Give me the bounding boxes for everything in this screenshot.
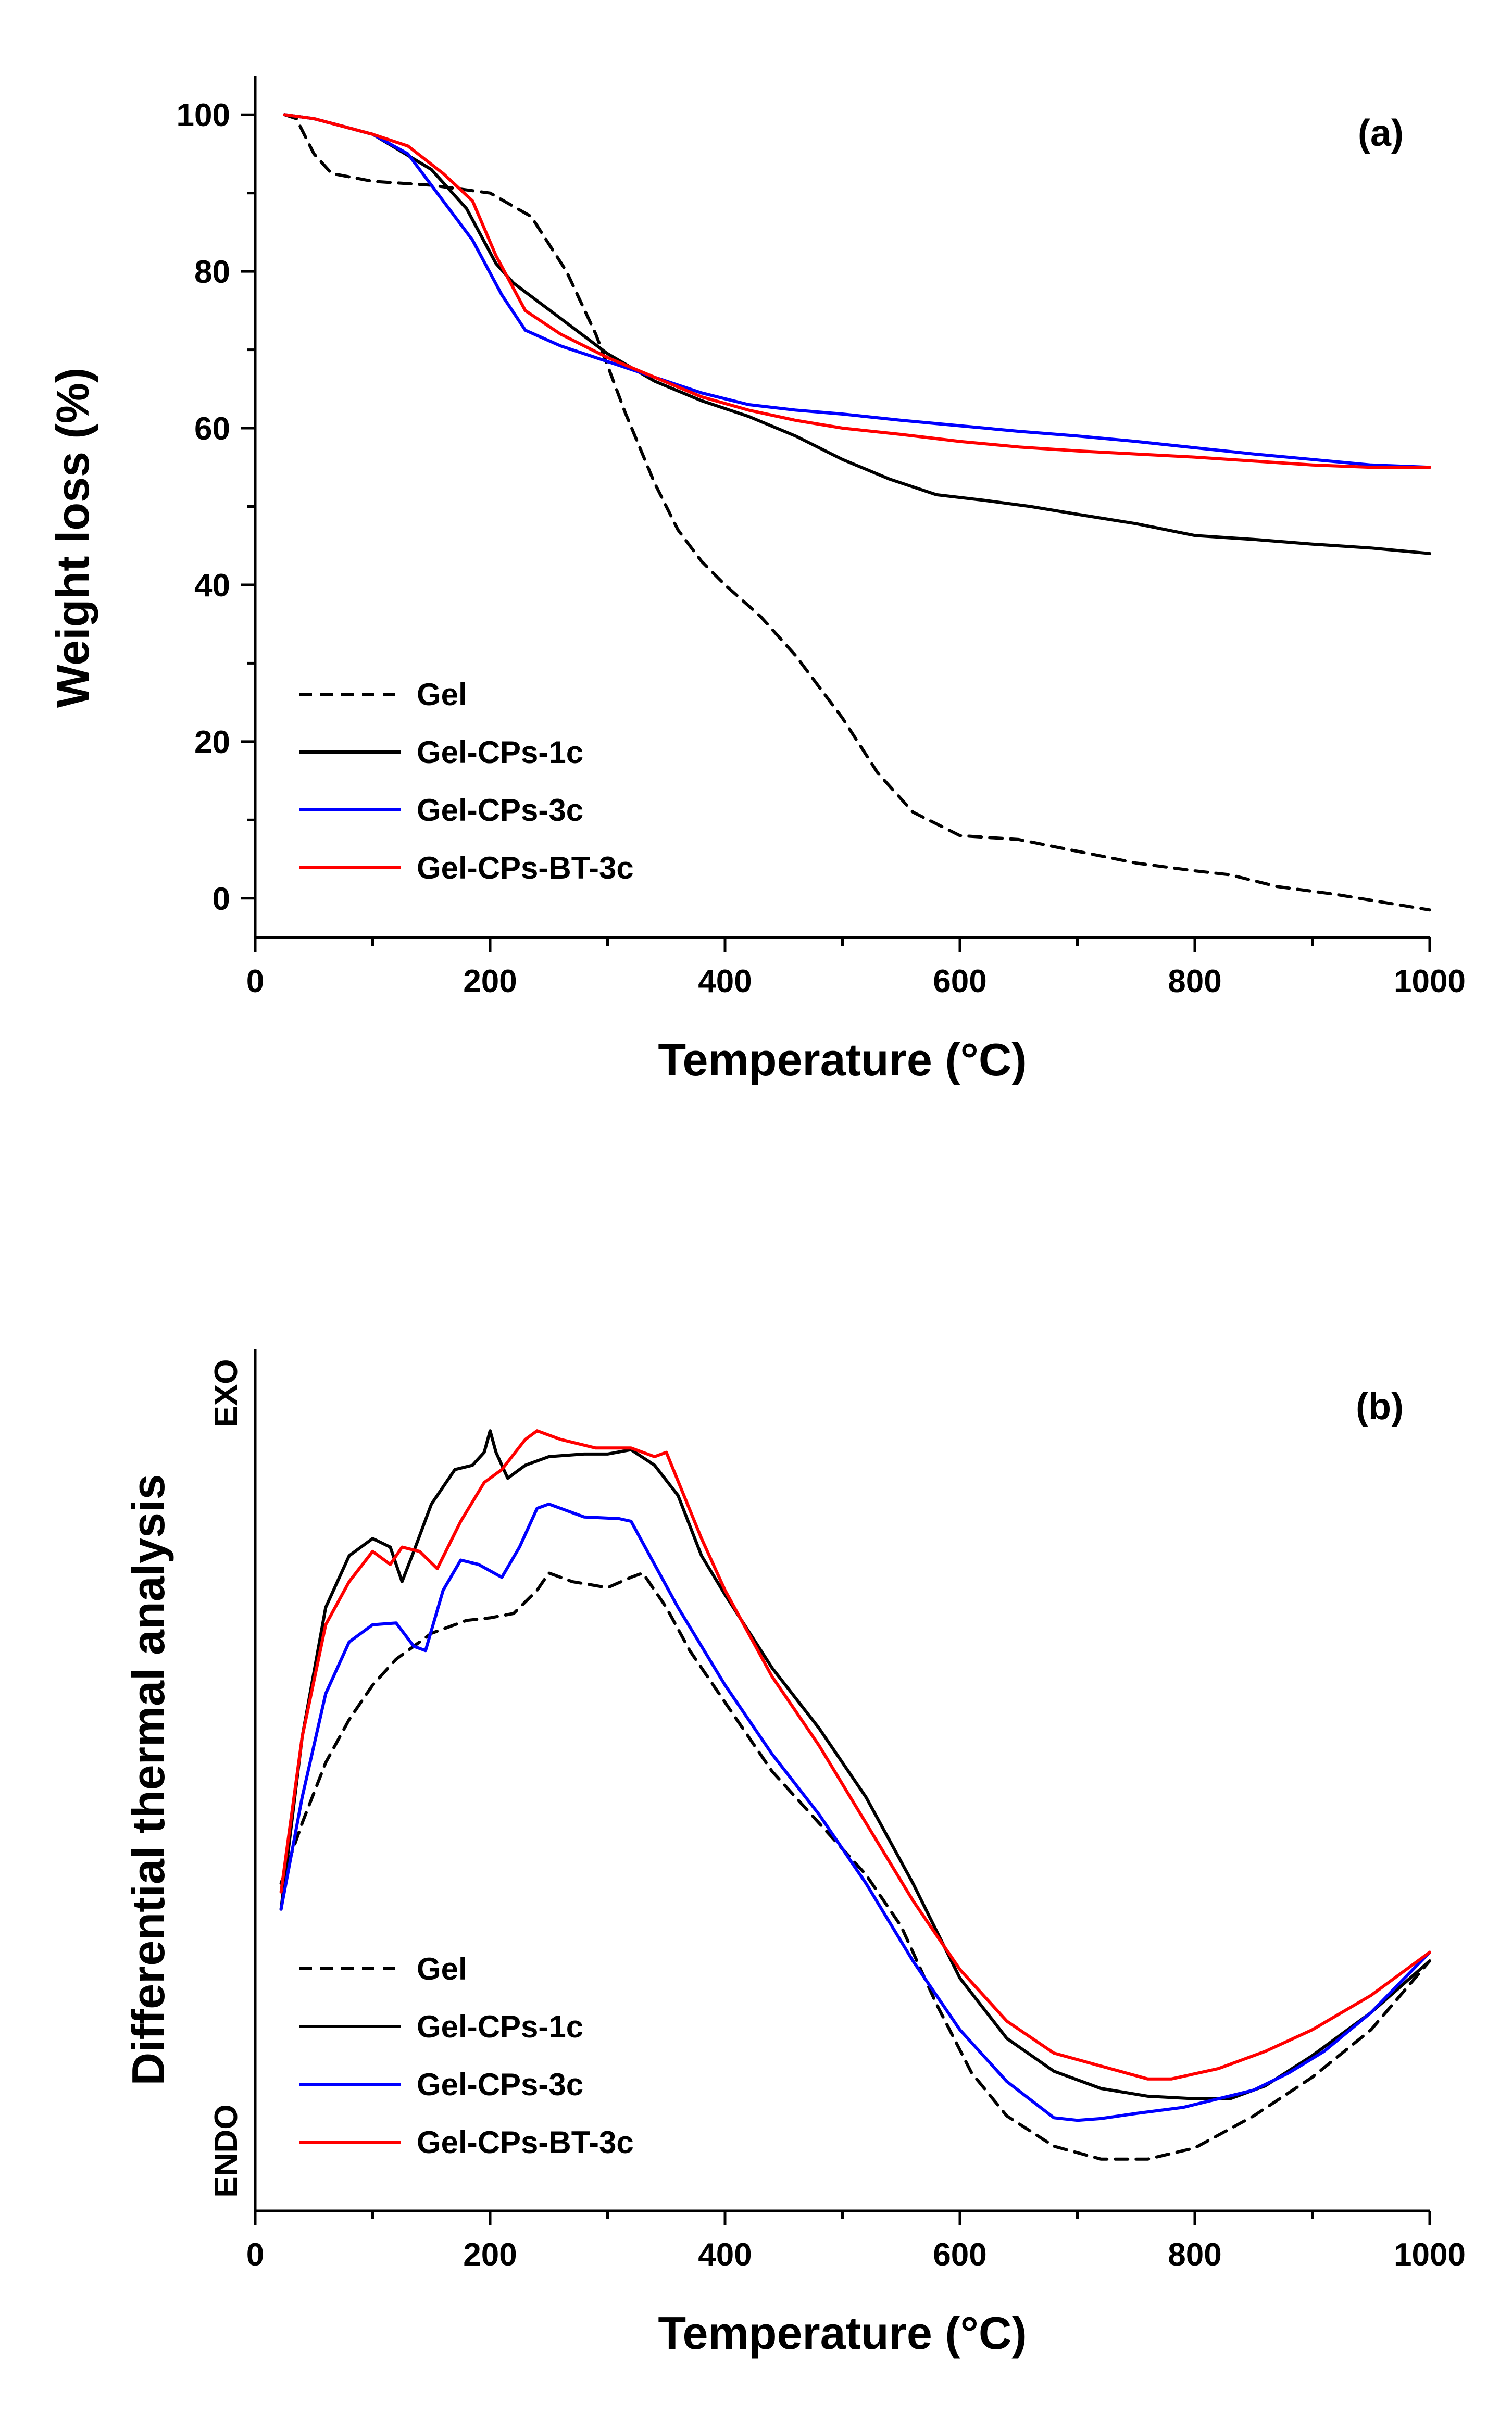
panel-a-x-tick-label: 1000 — [1394, 964, 1466, 999]
panel-a-series-line-gel-cps-3c — [283, 113, 1431, 469]
panel-b-x-tick-label: 800 — [1168, 2237, 1221, 2273]
panel-a-y-tick-label: 80 — [194, 254, 230, 290]
panel-a-y-tick-label: 0 — [213, 881, 230, 917]
panel-b-x-tick-label: 200 — [463, 2237, 517, 2273]
panel-a-y-tick-label: 40 — [194, 568, 230, 604]
panel-b-series-group — [279, 1429, 1431, 2161]
panel-a-axes: 0 200 400 600 800 1000 0 20 40 60 80 100 — [177, 76, 1466, 999]
legend-label-gel: Gel — [417, 677, 467, 712]
legend-label-gel-cps-bt-3c: Gel-CPs-BT-3c — [417, 2125, 634, 2160]
panel-a-weight-loss-chart: 0 200 400 600 800 1000 0 20 40 60 80 100 (a) Temper… — [47, 76, 1466, 1085]
panel-a-y-tick-label: 100 — [177, 97, 230, 133]
panel-b-x-axis-title: Temperature (°C) — [658, 2307, 1027, 2359]
panel-a-y-tick-label: 60 — [194, 411, 230, 447]
panel-a-series-line-gel-cps-1c — [283, 113, 1431, 555]
panel-a-x-axis-title: Temperature (°C) — [658, 1034, 1027, 1085]
panel-b-series-line-gel-cps-bt-3c — [279, 1429, 1431, 2081]
panel-a-series-line-gel-cps-bt-3c — [283, 113, 1431, 469]
panel-a-legend: Gel Gel-CPs-1c Gel-CPs-3c Gel-CPs-BT-3c — [299, 677, 634, 885]
panel-a-x-tick-label: 800 — [1168, 964, 1221, 999]
panel-b-x-tick-label: 400 — [698, 2237, 752, 2273]
legend-label-gel-cps-3c: Gel-CPs-3c — [417, 2067, 583, 2102]
legend-label-gel-cps-3c: Gel-CPs-3c — [417, 793, 583, 828]
legend-label-gel-cps-bt-3c: Gel-CPs-BT-3c — [417, 850, 634, 885]
panel-b-exo-label: EXO — [208, 1359, 244, 1428]
panel-a-series-group — [283, 113, 1431, 912]
panel-b-label: (b) — [1356, 1386, 1404, 1428]
panel-b-endo-label: ENDO — [208, 2104, 244, 2197]
panel-b-series-line-gel-cps-3c — [279, 1502, 1431, 2122]
panel-b-dta-chart: 0 200 400 600 800 1000 (b) Temperature (°C) D… — [122, 1349, 1466, 2359]
panel-b-x-tick-label: 1000 — [1394, 2237, 1466, 2273]
panel-a-label: (a) — [1358, 112, 1404, 154]
legend-label-gel: Gel — [417, 1951, 467, 1986]
panel-b-y-axis-title: Differential thermal analysis — [122, 1474, 174, 2086]
panel-a-x-tick-label: 400 — [698, 964, 752, 999]
panel-b-legend: Gel Gel-CPs-1c Gel-CPs-3c Gel-CPs-BT-3c — [299, 1951, 634, 2160]
panel-a-y-axis-title: Weight loss (%) — [47, 368, 98, 708]
panel-b-x-tick-label: 0 — [246, 2237, 264, 2273]
panel-b-axes: 0 200 400 600 800 1000 — [246, 1349, 1466, 2273]
legend-label-gel-cps-1c: Gel-CPs-1c — [417, 735, 583, 770]
panel-b-series-line-gel-cps-1c — [279, 1429, 1431, 2100]
legend-label-gel-cps-1c: Gel-CPs-1c — [417, 2009, 583, 2044]
panel-a-x-tick-label: 600 — [933, 964, 986, 999]
panel-a-y-tick-label: 20 — [194, 724, 230, 760]
panel-a-x-tick-label: 0 — [246, 964, 264, 999]
panel-b-x-tick-label: 600 — [933, 2237, 986, 2273]
panel-a-series-line-gel — [283, 113, 1431, 912]
panel-a-x-tick-label: 200 — [463, 964, 517, 999]
